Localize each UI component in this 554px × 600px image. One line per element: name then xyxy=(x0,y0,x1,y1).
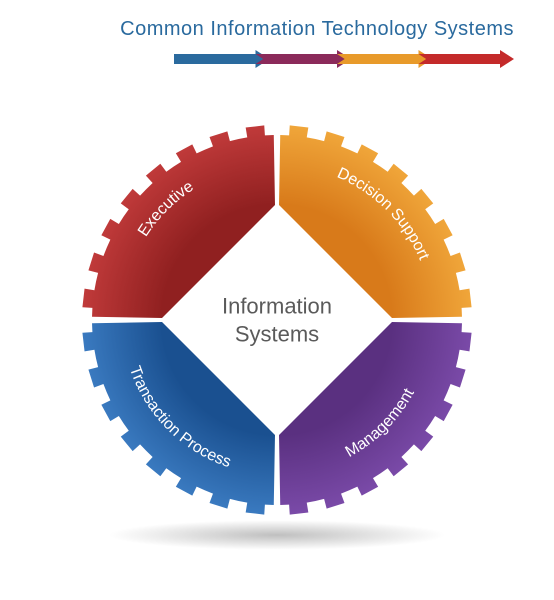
arrow-legend-bar xyxy=(174,48,514,70)
gear-segment xyxy=(279,322,472,515)
gear-segment xyxy=(279,125,472,318)
arrowhead-icon xyxy=(500,50,514,68)
gear-segment xyxy=(82,125,275,318)
drop-shadow xyxy=(107,520,447,550)
center-label: Information Systems xyxy=(222,293,332,348)
page-title: Common Information Technology Systems xyxy=(120,18,514,41)
center-line1: Information xyxy=(222,294,332,319)
arrow-segment xyxy=(174,54,263,64)
gear-segment xyxy=(82,322,275,515)
gear-chart: Decision SupportManagementTransaction Pr… xyxy=(77,120,477,520)
arrow-segment xyxy=(419,54,508,64)
center-line2: Systems xyxy=(235,321,319,346)
arrow-segment xyxy=(256,54,345,64)
arrow-segment xyxy=(337,54,426,64)
